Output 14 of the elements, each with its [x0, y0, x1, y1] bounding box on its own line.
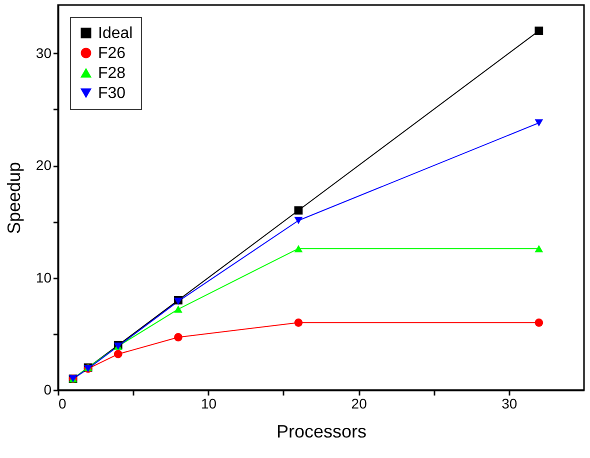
x-tick-label: 10	[200, 396, 217, 412]
legend-label: F28	[98, 65, 126, 82]
x-axis-title: Processors	[276, 422, 367, 442]
x-tick-label: 20	[351, 396, 368, 412]
legend-label: F30	[98, 85, 126, 102]
y-tick-label: 10	[36, 269, 52, 286]
y-tick-label: 20	[36, 157, 52, 174]
legend-label: F26	[98, 45, 126, 62]
x-tick-label: 0	[58, 396, 66, 412]
x-tick-label: 30	[502, 396, 518, 412]
y-tick-label: 30	[36, 44, 52, 61]
legend-label: Ideal	[98, 25, 133, 42]
y-axis-title: Speedup	[4, 162, 24, 234]
y-tick-label: 0	[44, 382, 52, 398]
